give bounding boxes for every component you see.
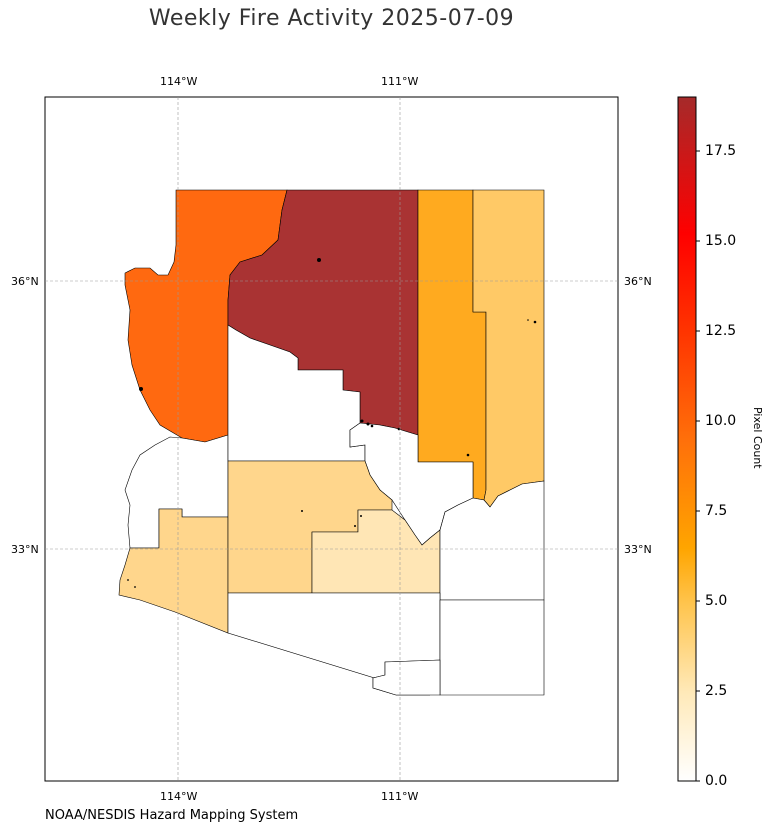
source-credit: NOAA/NESDIS Hazard Mapping System [45, 808, 299, 823]
lon-label-top-111: 111°W [381, 75, 419, 88]
fire-point [370, 424, 374, 428]
colorbar-tick-label: 10.0 [705, 413, 737, 429]
fire-point [533, 320, 537, 324]
regions [118, 189, 545, 696]
colorbar-tick-label: 0.0 [705, 773, 728, 789]
lon-label-bottom-111: 111°W [381, 790, 419, 803]
fire-point [360, 515, 362, 517]
fire-point [360, 419, 364, 423]
gridlines [45, 97, 618, 781]
fire-point [317, 258, 321, 262]
lat-label-left-33: 33°N [11, 543, 39, 556]
colorbar-tick-label: 2.5 [705, 683, 728, 699]
colorbar-ticks [696, 150, 700, 782]
lat-label-right-33: 33°N [624, 543, 652, 556]
fire-point [134, 586, 136, 588]
colorbar [677, 96, 697, 782]
fire-point [301, 510, 303, 512]
fire-point [397, 427, 401, 431]
colorbar-tick-label: 17.5 [705, 143, 737, 159]
lon-label-bottom-114: 114°W [160, 790, 198, 803]
colorbar-tick-label: 5.0 [705, 593, 728, 609]
fire-points [127, 258, 537, 588]
lat-label-left-36: 36°N [11, 275, 39, 288]
map-title: Weekly Fire Activity 2025-07-09 [148, 6, 515, 31]
colorbar-tick-label: 15.0 [705, 233, 737, 249]
lat-label-right-36: 36°N [624, 275, 652, 288]
fire-point [527, 319, 529, 321]
fire-point [127, 579, 129, 581]
region-south-central [311, 509, 441, 594]
region-far-southeast [439, 599, 545, 696]
colorbar-label: Pixel Count [751, 407, 764, 469]
colorbar-tick-label: 12.5 [705, 323, 737, 339]
fire-point [354, 525, 356, 527]
lon-label-top-114: 114°W [160, 75, 198, 88]
fire-point [466, 453, 470, 457]
fire-point [366, 422, 370, 426]
colorbar-tick-label: 7.5 [705, 503, 728, 519]
region-south-small [372, 659, 441, 696]
fire-point [139, 387, 143, 391]
